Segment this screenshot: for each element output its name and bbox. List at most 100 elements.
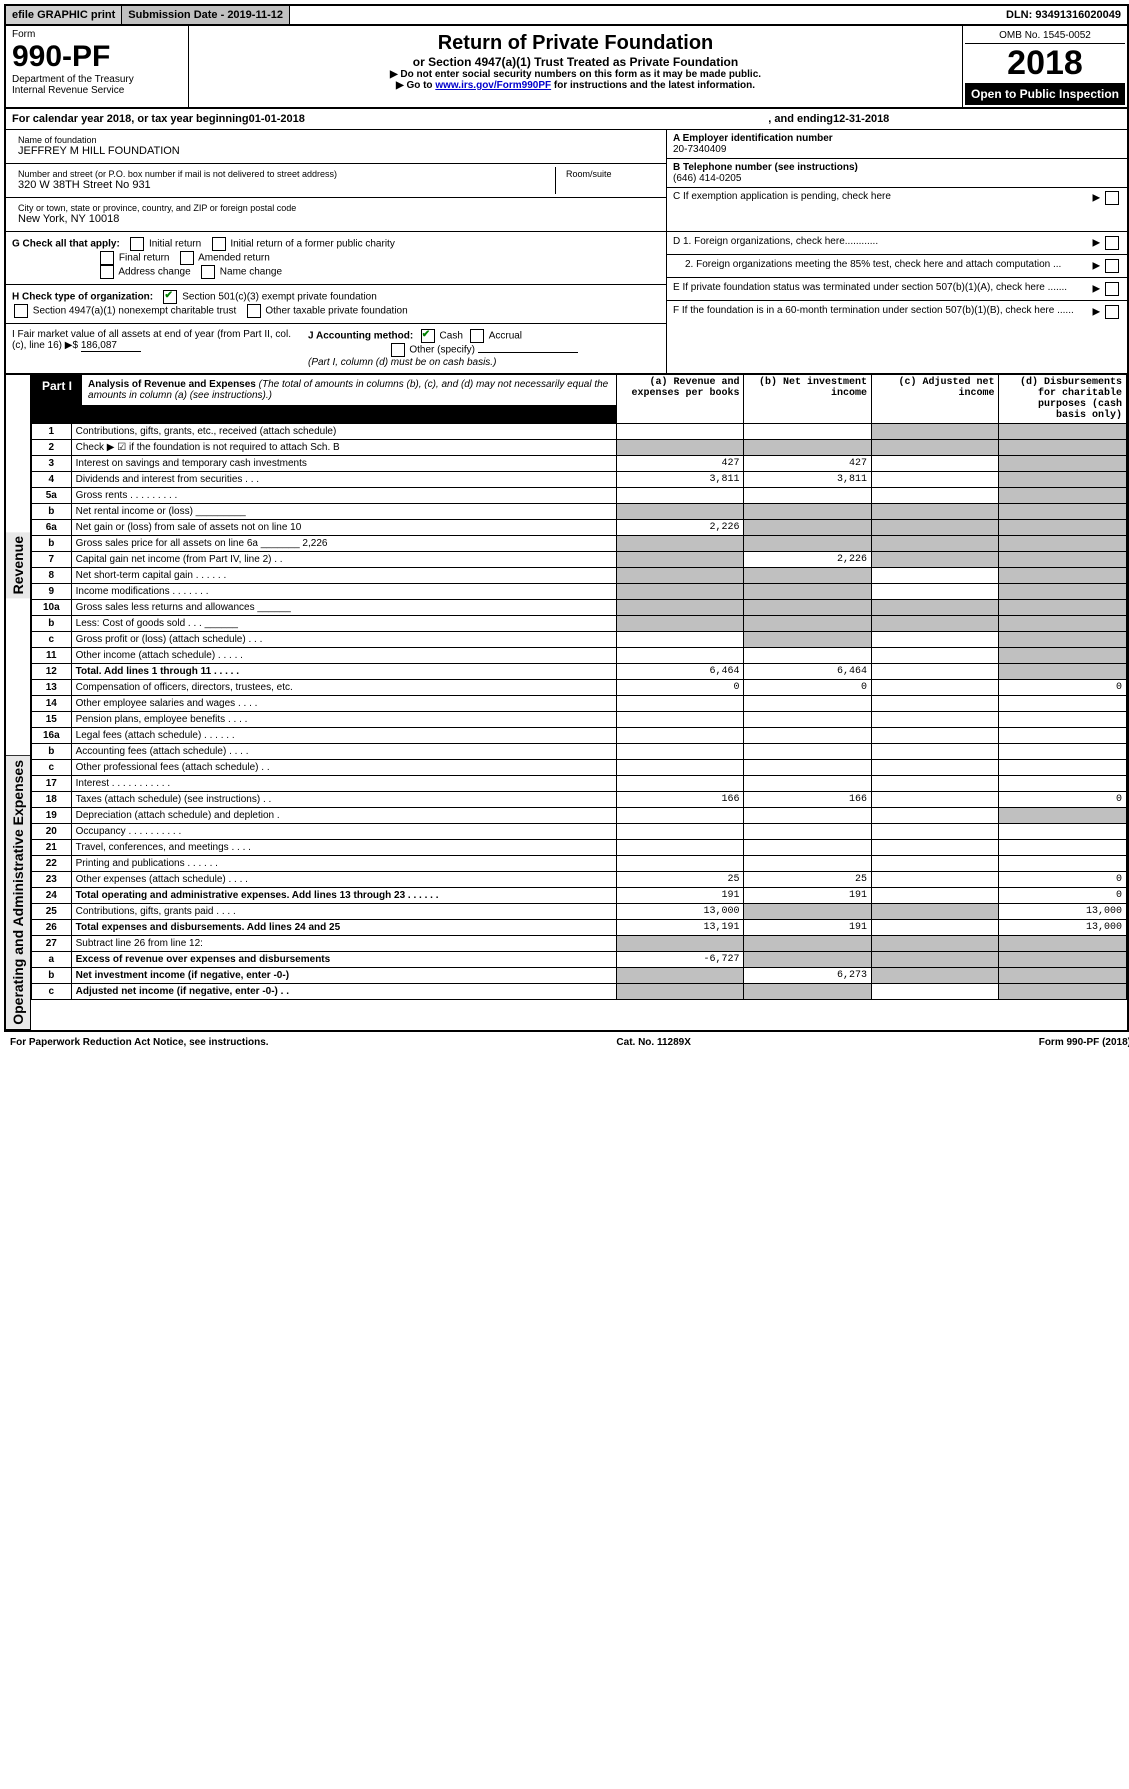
irs-link[interactable]: www.irs.gov/Form990PF [435,80,551,91]
g-initial-former-checkbox[interactable] [212,237,226,251]
row-description: Net gain or (loss) from sale of assets n… [71,520,616,536]
value-cell: 427 [744,456,872,472]
row-number: 5a [32,488,72,504]
col-c-header: (c) Adjusted net income [871,375,999,424]
table-row: cGross profit or (loss) (attach schedule… [32,632,1127,648]
value-cell: 166 [744,792,872,808]
part1-label: Part I [32,375,82,405]
table-row: 25Contributions, gifts, grants paid . . … [32,904,1127,920]
part1-grid: Revenue Operating and Administrative Exp… [6,374,1127,1030]
value-cell [744,584,872,600]
identity-right: A Employer identification number 20-7340… [667,130,1127,231]
value-cell [871,952,999,968]
analysis-table-wrap: Part I Analysis of Revenue and Expenses … [31,374,1127,1030]
bullet-2: ▶ Go to www.irs.gov/Form990PF for instru… [195,80,956,91]
irs-label: Internal Revenue Service [12,85,182,96]
row-number: 12 [32,664,72,680]
value-cell [871,696,999,712]
value-cell [871,488,999,504]
row-description: Subtract line 26 from line 12: [71,936,616,952]
row-number: 9 [32,584,72,600]
row-description: Accounting fees (attach schedule) . . . … [71,744,616,760]
table-row: 4Dividends and interest from securities … [32,472,1127,488]
value-cell [744,856,872,872]
city-label: City or town, state or province, country… [12,201,660,213]
form-word: Form [12,29,182,40]
value-cell [999,536,1127,552]
value-cell [871,680,999,696]
j-accrual-checkbox[interactable] [470,329,484,343]
value-cell [871,712,999,728]
value-cell: 0 [999,792,1127,808]
g-opt-5: Name change [220,267,282,278]
value-cell: 6,273 [744,968,872,984]
d1-checkbox[interactable] [1105,236,1119,250]
h-other-checkbox[interactable] [247,304,261,318]
row-number: b [32,536,72,552]
value-cell [999,760,1127,776]
value-cell [871,920,999,936]
value-cell: 13,000 [616,904,744,920]
h-501c3-checkbox[interactable] [163,290,177,304]
value-cell [999,712,1127,728]
g-initial-return-checkbox[interactable] [130,237,144,251]
value-cell [616,600,744,616]
value-cell: 13,000 [999,904,1127,920]
row-number: 3 [32,456,72,472]
value-cell [744,728,872,744]
row-description: Interest . . . . . . . . . . . [71,776,616,792]
d2-checkbox[interactable] [1105,259,1119,273]
value-cell [744,424,872,440]
value-cell [999,664,1127,680]
exemption-checkbox[interactable] [1105,191,1119,205]
value-cell [744,936,872,952]
value-cell [616,696,744,712]
d1-label: D 1. Foreign organizations, check here..… [673,236,878,250]
value-cell [871,888,999,904]
value-cell [871,568,999,584]
g-opt-4: Address change [118,267,190,278]
g-name-change-checkbox[interactable] [201,265,215,279]
row-description: Gross profit or (loss) (attach schedule)… [71,632,616,648]
revenue-label: Revenue [6,532,30,598]
e-checkbox[interactable] [1105,282,1119,296]
value-cell: 191 [616,888,744,904]
row-number: b [32,616,72,632]
bullet-2-post: for instructions and the latest informat… [551,80,755,91]
value-cell [871,824,999,840]
row-description: Gross sales less returns and allowances … [71,600,616,616]
value-cell [616,824,744,840]
value-cell: 2,226 [616,520,744,536]
row-number: 7 [32,552,72,568]
row-description: Less: Cost of goods sold . . . ______ [71,616,616,632]
g-amended-checkbox[interactable] [180,251,194,265]
row-number: c [32,984,72,1000]
g-address-change-checkbox[interactable] [100,265,114,279]
g-opt-1: Initial return of a former public charit… [230,239,395,250]
h-4947-checkbox[interactable] [14,304,28,318]
value-cell [744,600,872,616]
value-cell [616,568,744,584]
title-main: Return of Private Foundation [195,32,956,55]
j-cash: Cash [440,331,463,342]
row-number: 14 [32,696,72,712]
row-number: 6a [32,520,72,536]
row-description: Printing and publications . . . . . . [71,856,616,872]
value-cell [616,616,744,632]
value-cell [871,968,999,984]
value-cell [616,728,744,744]
j-other-checkbox[interactable] [391,343,405,357]
row-description: Other expenses (attach schedule) . . . . [71,872,616,888]
row-number: 27 [32,936,72,952]
row-description: Taxes (attach schedule) (see instruction… [71,792,616,808]
value-cell: 3,811 [616,472,744,488]
identity-left: Name of foundation JEFFREY M HILL FOUNDA… [6,130,667,231]
j-cash-checkbox[interactable] [421,329,435,343]
value-cell: 6,464 [616,664,744,680]
g-final-return-checkbox[interactable] [100,251,114,265]
table-row: bNet rental income or (loss) _________ [32,504,1127,520]
table-row: 12Total. Add lines 1 through 11 . . . . … [32,664,1127,680]
value-cell [616,760,744,776]
h-label: H Check type of organization: [12,292,153,303]
f-checkbox[interactable] [1105,305,1119,319]
